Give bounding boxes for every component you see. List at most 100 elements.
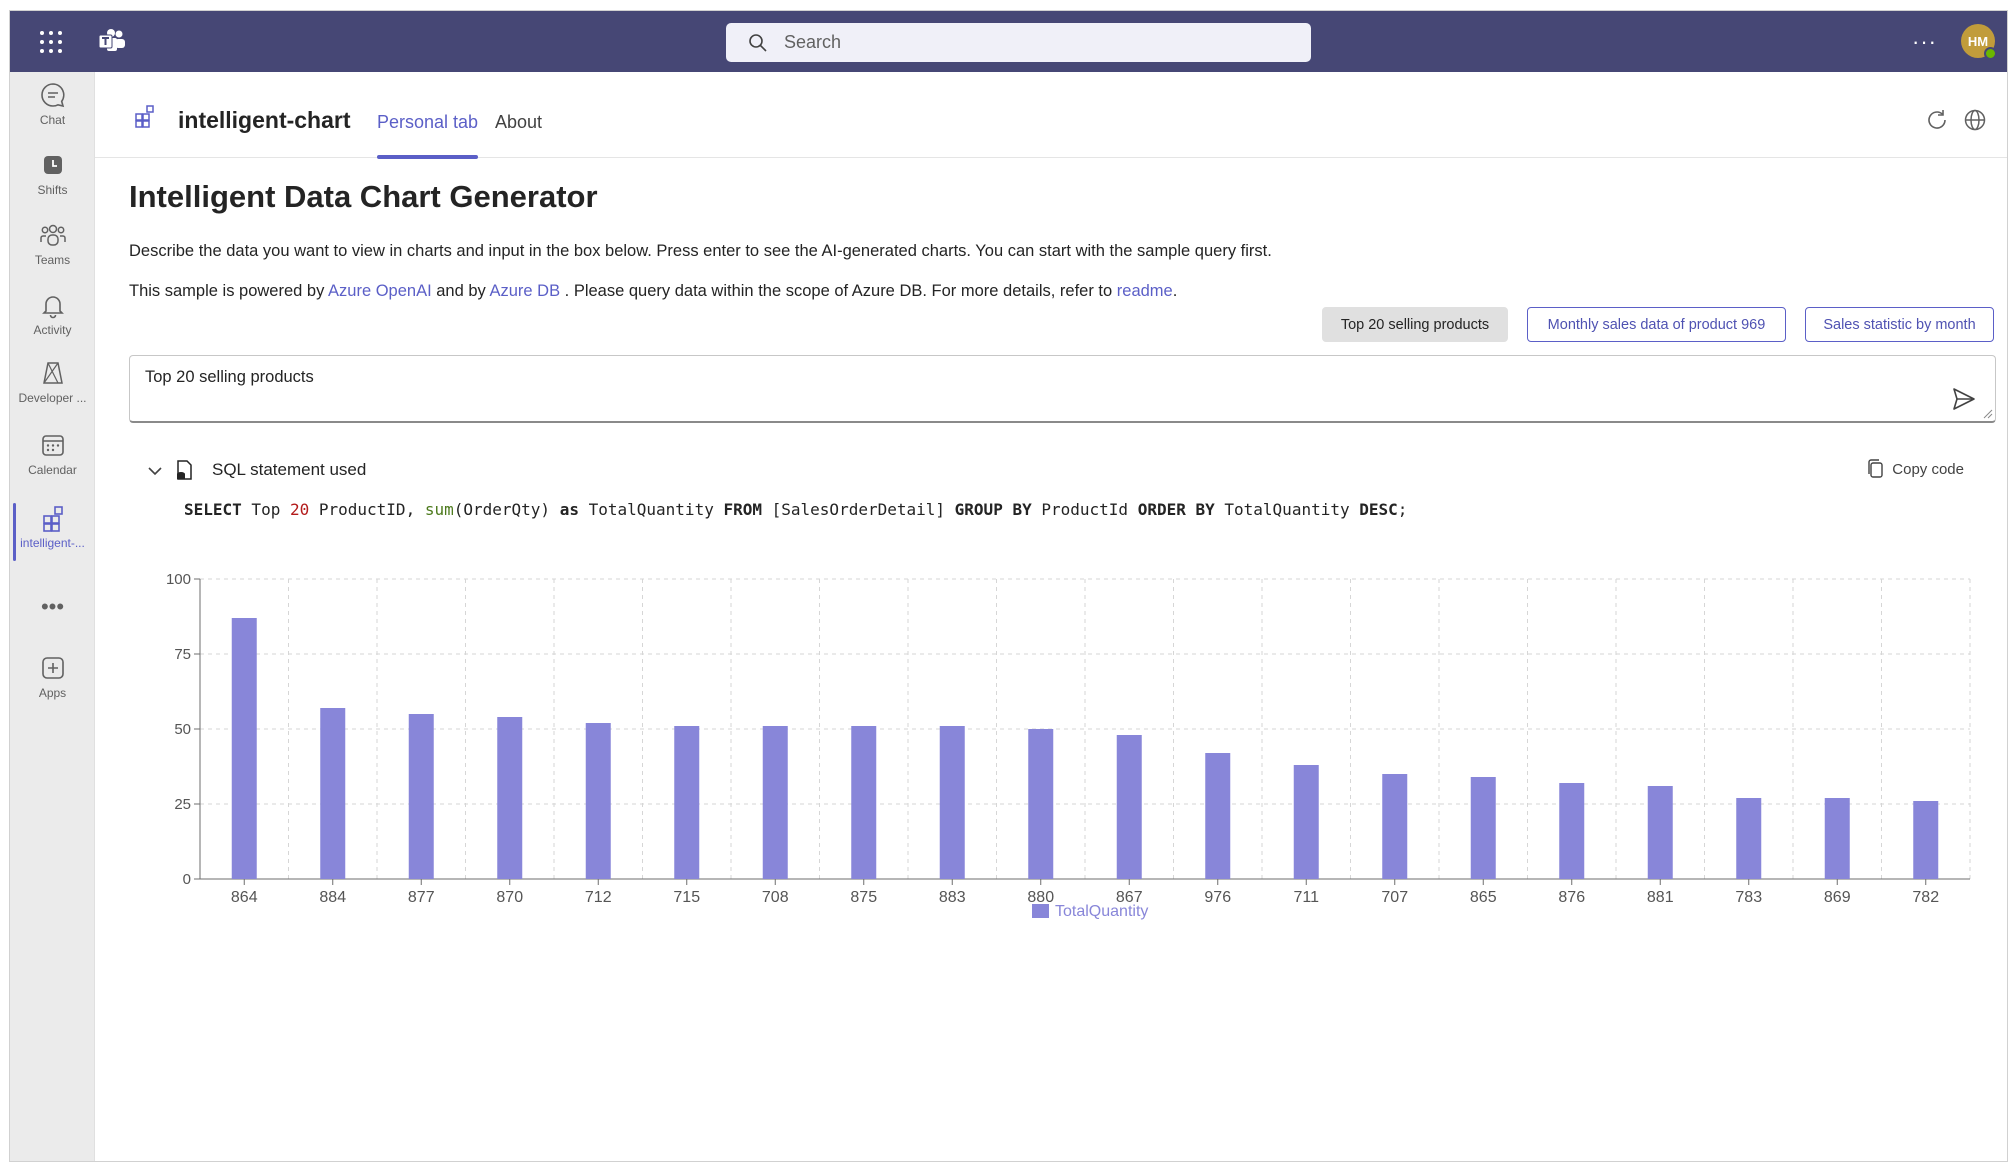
app-grid-icon xyxy=(42,506,63,532)
rail-item-label: Calendar xyxy=(28,463,77,477)
sample-query-monthly-button[interactable]: Sales statistic by month xyxy=(1805,307,1994,342)
rail-item-teams[interactable]: Teams xyxy=(10,214,95,278)
page-description: Describe the data you want to view in ch… xyxy=(129,242,1272,260)
x-tick-label: 869 xyxy=(1824,889,1851,906)
x-tick-label: 880 xyxy=(1027,889,1054,906)
sql-number: 20 xyxy=(289,500,310,519)
bar xyxy=(1647,786,1673,879)
teams-icon xyxy=(39,224,66,246)
sql-text: (OrderQty) xyxy=(453,500,560,519)
powered-by-text: This sample is powered by Azure OpenAI a… xyxy=(129,282,1177,301)
x-tick-label: 708 xyxy=(762,889,789,906)
rail-item-label: Teams xyxy=(34,253,71,267)
bar-chart: 0 25 50 75 100 864 884 877 870 712 715 708 875 883 880… xyxy=(166,571,1971,920)
y-tick-label: 50 xyxy=(174,721,191,738)
page-title: Intelligent Data Chart Generator xyxy=(129,179,598,214)
rail-item-calendar[interactable]: Calendar xyxy=(10,424,95,488)
database-document-icon xyxy=(177,460,192,480)
bar xyxy=(851,726,877,879)
rail-item-activity[interactable]: Activity xyxy=(10,284,95,348)
app-launcher-icon[interactable] xyxy=(40,31,62,53)
sql-keyword: DESC xyxy=(1359,500,1398,519)
bar xyxy=(762,726,788,879)
x-tick-label: 867 xyxy=(1116,889,1143,906)
rail-item-developer-portal[interactable]: Developer ... xyxy=(10,352,95,416)
bar xyxy=(674,726,700,879)
sample-query-product-969-button[interactable]: Monthly sales data of product 969 xyxy=(1527,307,1786,342)
rail-item-label: Chat xyxy=(39,113,66,127)
shifts-icon xyxy=(43,156,62,174)
query-input-value: Top 20 selling products xyxy=(145,368,314,386)
x-tick-label: 870 xyxy=(496,889,523,906)
globe-icon[interactable] xyxy=(1963,108,1987,132)
powered-end: . xyxy=(1172,282,1178,300)
developer-portal-icon xyxy=(42,362,63,384)
bar xyxy=(1205,753,1231,879)
readme-link[interactable]: readme xyxy=(1116,282,1173,300)
teams-window: Search ··· HM Chat Shifts Teams Activity… xyxy=(9,10,2008,1162)
main-content: intelligent-chart Personal tab About Int… xyxy=(95,72,2007,1161)
azure-openai-link[interactable]: Azure OpenAI xyxy=(328,282,432,300)
rail-item-apps[interactable]: Apps xyxy=(10,647,95,711)
sql-keyword: SELECT xyxy=(184,500,242,519)
search-input[interactable]: Search xyxy=(726,23,1311,62)
copy-code-button[interactable]: Copy code xyxy=(1867,459,1964,479)
refresh-icon[interactable] xyxy=(1925,108,1949,132)
rail-item-label: Shifts xyxy=(37,183,68,197)
rail-item-intelligent-chart[interactable]: intelligent-... xyxy=(10,497,95,561)
rail-item-chat[interactable]: Chat xyxy=(10,74,95,138)
x-tick-label: 883 xyxy=(939,889,966,906)
sql-text: Top xyxy=(241,500,290,519)
bar xyxy=(1116,735,1142,879)
sql-text: TotalQuantity xyxy=(578,500,724,519)
rail-more-icon[interactable]: ••• xyxy=(40,594,65,619)
legend-label: TotalQuantity xyxy=(1055,903,1148,920)
sql-code-block: SELECT Top 20 ProductID, sum(OrderQty) a… xyxy=(184,500,1407,519)
y-tick-label: 0 xyxy=(183,871,191,888)
sql-text: ProductID, xyxy=(309,500,425,519)
chevron-down-icon[interactable] xyxy=(146,462,164,480)
sql-text: ; xyxy=(1397,500,1408,519)
sample-query-top-20-button[interactable]: Top 20 selling products xyxy=(1322,307,1508,342)
tab-personal[interactable]: Personal tab xyxy=(377,112,479,159)
x-tick-label: 715 xyxy=(673,889,700,906)
x-tick-label: 864 xyxy=(231,889,258,906)
y-tick-label: 25 xyxy=(174,796,191,813)
x-tick-label: 875 xyxy=(850,889,877,906)
teams-logo-icon xyxy=(98,29,125,51)
y-tick-label: 75 xyxy=(174,646,191,663)
powered-suffix: . Please query data within the scope of … xyxy=(560,282,1117,300)
rail-item-label: Activity xyxy=(33,323,72,337)
chat-icon xyxy=(40,83,64,108)
x-tick-label: 884 xyxy=(319,889,346,906)
sql-text: [SalesOrderDetail] xyxy=(762,500,955,519)
sql-function: sum xyxy=(424,500,454,519)
tab-about[interactable]: About xyxy=(495,112,543,132)
x-tick-label: 876 xyxy=(1558,889,1585,906)
bar xyxy=(320,708,346,879)
x-tick-label: 712 xyxy=(585,889,612,906)
app-rail: Chat Shifts Teams Activity Developer ...… xyxy=(10,72,95,1161)
x-tick-label: 865 xyxy=(1470,889,1497,906)
powered-prefix: This sample is powered by xyxy=(129,282,329,300)
copy-icon xyxy=(1868,459,1883,478)
sql-keyword: FROM xyxy=(723,500,762,519)
bar xyxy=(939,726,965,879)
app-name: intelligent-chart xyxy=(178,107,351,133)
x-tick-label: 976 xyxy=(1204,889,1231,906)
x-tick-label: 782 xyxy=(1912,889,1939,906)
more-options-icon[interactable]: ··· xyxy=(1912,29,1937,54)
query-input[interactable]: Top 20 selling products xyxy=(129,355,1996,423)
bar xyxy=(1824,798,1850,879)
bar xyxy=(1382,774,1408,879)
send-icon[interactable] xyxy=(1951,386,1977,412)
bar xyxy=(1736,798,1762,879)
app-grid-icon xyxy=(135,105,154,128)
rail-item-shifts[interactable]: Shifts xyxy=(10,144,95,208)
search-icon xyxy=(749,33,767,52)
avatar[interactable]: HM xyxy=(1961,24,1997,60)
resize-grip-icon[interactable] xyxy=(1983,409,1993,419)
azure-db-link[interactable]: Azure DB xyxy=(489,282,561,300)
sql-keyword: GROUP BY xyxy=(954,500,1032,519)
sql-keyword: ORDER BY xyxy=(1137,500,1215,519)
